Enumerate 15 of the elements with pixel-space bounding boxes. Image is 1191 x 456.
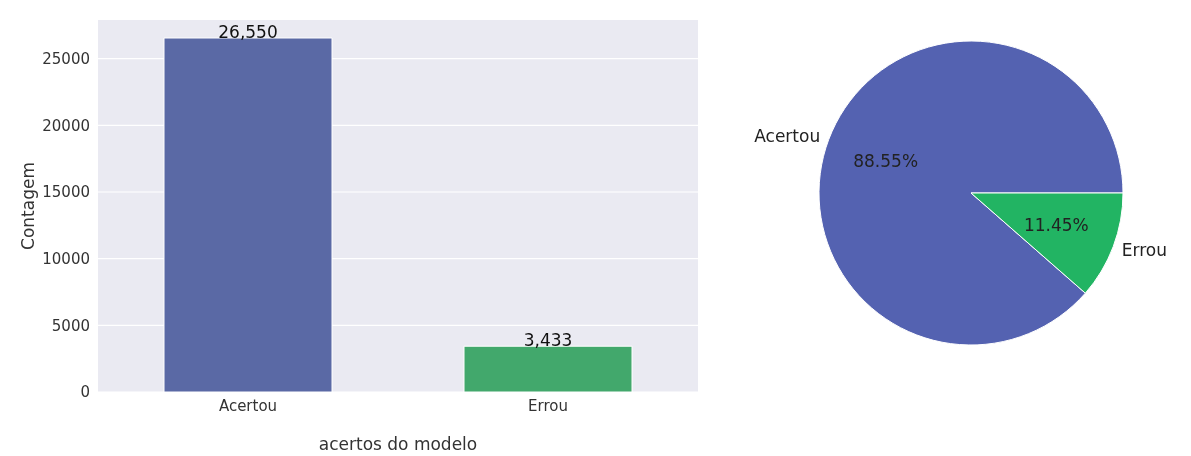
y-tick-label: 0 — [80, 383, 90, 402]
pie-slice — [818, 40, 1124, 346]
slice-label: Acertou — [754, 126, 821, 147]
data-label: 11.45% — [1023, 215, 1089, 236]
data-label: 26,550 — [218, 22, 278, 42]
y-tick-label: 25000 — [42, 49, 90, 68]
x-axis-title: acertos do modelo — [318, 434, 478, 454]
y-tick-label: 15000 — [42, 183, 90, 202]
data-label: 88.55% — [853, 150, 919, 171]
y-tick-label: 5000 — [51, 316, 90, 335]
y-axis-title: Contagem — [18, 162, 39, 250]
data-label: 3,433 — [523, 330, 573, 351]
slice-label: Errou — [1121, 239, 1168, 260]
y-tick-label: 20000 — [42, 116, 90, 135]
y-tick-label: 10000 — [42, 249, 90, 268]
